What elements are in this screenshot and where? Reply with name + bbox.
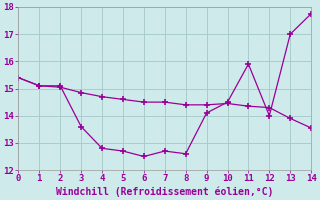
X-axis label: Windchill (Refroidissement éolien,°C): Windchill (Refroidissement éolien,°C) [56,186,274,197]
